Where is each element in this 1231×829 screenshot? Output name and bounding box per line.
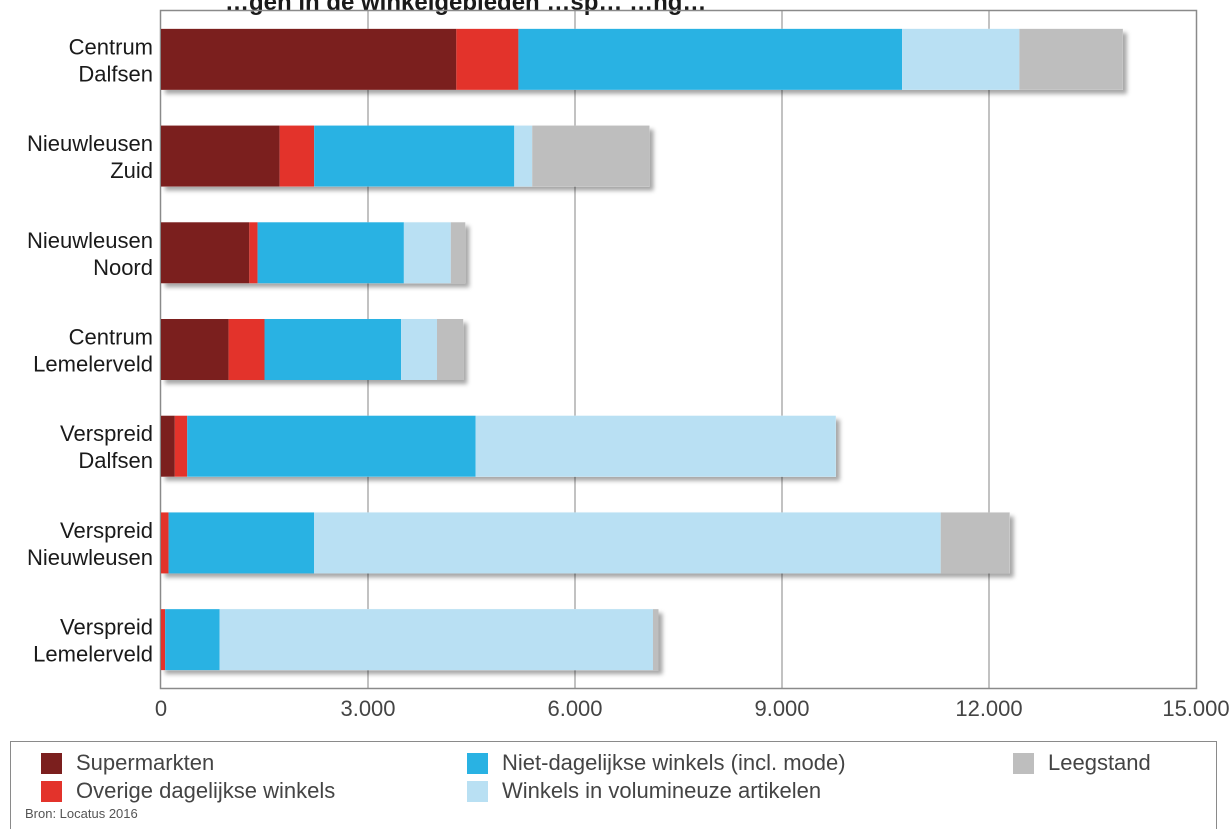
bar-segment-overige-dagelijkse-winkels <box>249 222 258 284</box>
bar-segment-winkels-in-volumineuze-artikelen <box>475 415 836 477</box>
bar-segment-supermarkten <box>161 222 250 284</box>
legend-item-niet-dagelijkse-winkels: Niet-dagelijkse winkels (incl. mode) <box>467 750 846 776</box>
x-tick-label: 6.000 <box>547 696 602 721</box>
bar-segment-supermarkten <box>161 28 457 90</box>
bar-segment-winkels-in-volumineuze-artikelen <box>219 609 653 671</box>
category-label: Centrum Lemelerveld <box>33 325 153 377</box>
bar-segment-winkels-in-volumineuze-artikelen <box>902 28 1020 90</box>
legend-swatch <box>41 780 62 802</box>
category-labels: Centrum Dalfsen Nieuwleusen Zuid Nieuwleusen… <box>27 34 153 666</box>
bar-segment-overige-dagelijkse-winkels <box>161 609 166 671</box>
bar-segment-leegstand <box>652 609 659 671</box>
category-label: Verspreid Dalfsen <box>60 421 153 473</box>
bar-segment-winkels-in-volumineuze-artikelen <box>403 222 451 284</box>
legend-item-supermarkten: Supermarkten <box>41 750 214 776</box>
bar-segment-leegstand <box>437 319 464 380</box>
category-label: Nieuwleusen Noord <box>27 228 153 280</box>
category-label: Verspreid Lemelerveld <box>33 615 153 667</box>
bar-segment-overige-dagelijkse-winkels <box>161 512 169 574</box>
x-tick-label: 3.000 <box>340 696 395 721</box>
legend-swatch <box>1013 752 1034 774</box>
bar-segment-niet-dagelijkse-winkels-incl-mode <box>518 28 903 90</box>
bar-segment-leegstand <box>940 512 1010 574</box>
legend-swatch <box>467 752 488 774</box>
legend-item-volumineuze-artikelen: Winkels in volumineuze artikelen <box>467 778 821 804</box>
bar-segment-overige-dagelijkse-winkels <box>228 319 265 380</box>
bars <box>161 28 1123 671</box>
bar-segment-overige-dagelijkse-winkels <box>456 28 519 90</box>
legend-label: Supermarkten <box>76 750 215 775</box>
bar-segment-supermarkten <box>161 319 229 380</box>
legend-label: Niet-dagelijkse winkels (incl. mode) <box>502 750 846 775</box>
legend-swatch <box>467 780 488 802</box>
bar-segment-niet-dagelijkse-winkels-incl-mode <box>314 125 515 187</box>
category-label: Centrum Dalfsen <box>69 34 153 86</box>
plot-area <box>159 9 1198 690</box>
x-tick-label: 15.000 <box>1162 696 1229 721</box>
bar-segment-supermarkten <box>161 125 280 187</box>
bar-segment-winkels-in-volumineuze-artikelen <box>314 512 941 574</box>
legend-label: Winkels in volumineuze artikelen <box>502 778 822 803</box>
legend-item-overige-dagelijkse-winkels: Overige dagelijkse winkels <box>41 778 335 804</box>
bar-segment-niet-dagelijkse-winkels-incl-mode <box>187 415 476 477</box>
x-tick-label: 12.000 <box>955 696 1022 721</box>
bar-segment-niet-dagelijkse-winkels-incl-mode <box>264 319 402 380</box>
x-tick-label: 0 <box>155 696 167 721</box>
legend-label: Overige dagelijkse winkels <box>76 778 336 803</box>
bar-segment-winkels-in-volumineuze-artikelen <box>401 319 437 380</box>
category-label: Nieuwleusen Zuid <box>27 131 153 183</box>
bar-segment-winkels-in-volumineuze-artikelen <box>514 125 533 187</box>
legend: Supermarkten Overige dagelijkse winkels … <box>10 741 1217 829</box>
legend-item-leegstand: Leegstand <box>1013 750 1151 776</box>
bar-segment-overige-dagelijkse-winkels <box>174 415 188 477</box>
x-axis-tick-labels: 0 3.000 6.000 9.000 12.000 15.000 <box>155 696 1230 721</box>
bar-segment-supermarkten <box>161 415 175 477</box>
bar-segment-leegstand <box>1019 28 1123 90</box>
bar-segment-leegstand <box>450 222 466 284</box>
chart-title: …gen in de winkelgebieden …sp… …ng… <box>225 0 706 16</box>
category-label: Verspreid Nieuwleusen <box>27 518 153 570</box>
source-note: Bron: Locatus 2016 <box>25 806 138 821</box>
stacked-bar-chart: …gen in de winkelgebieden …sp… …ng… Cent… <box>27 0 1230 721</box>
bar-segment-leegstand <box>532 125 650 187</box>
bar-segment-niet-dagelijkse-winkels-incl-mode <box>257 222 404 284</box>
x-tick-label: 9.000 <box>754 696 809 721</box>
legend-swatch <box>41 752 62 774</box>
bar-segment-overige-dagelijkse-winkels <box>279 125 315 187</box>
bar-segment-niet-dagelijkse-winkels-incl-mode <box>165 609 220 671</box>
legend-label: Leegstand <box>1048 750 1151 775</box>
bar-segment-niet-dagelijkse-winkels-incl-mode <box>168 512 315 574</box>
